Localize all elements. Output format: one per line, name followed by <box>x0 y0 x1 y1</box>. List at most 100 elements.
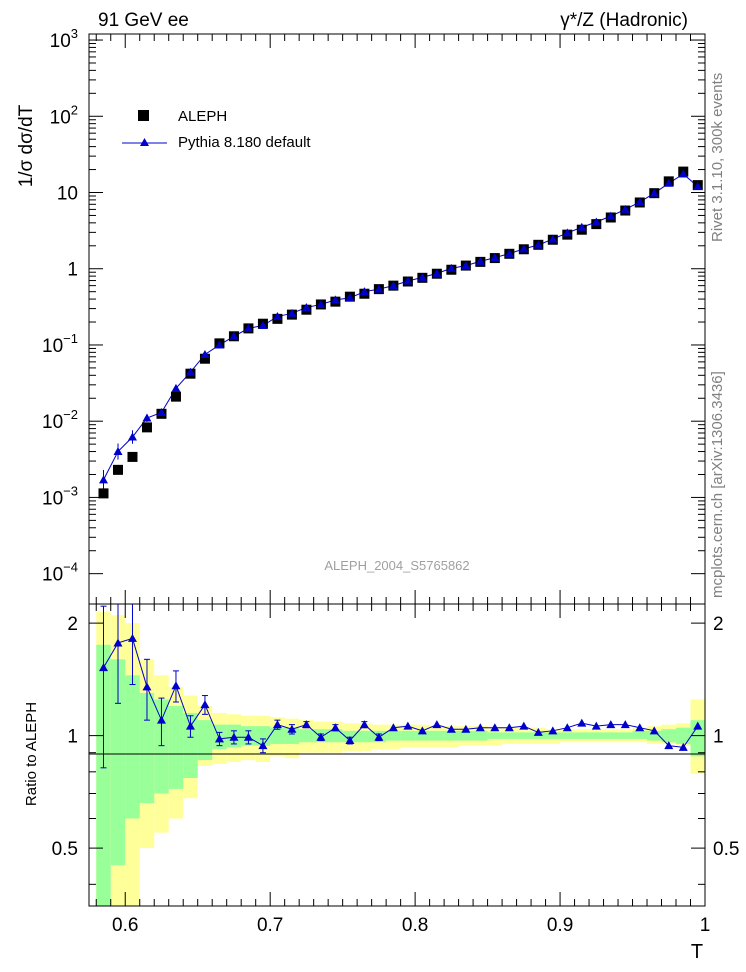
ratio-y-axis-label: Ratio to ALEPH <box>23 702 40 806</box>
ratio-frame <box>88 603 706 907</box>
legend-pythia-label: Pythia 8.180 default <box>178 134 311 151</box>
ratio-x-tick-label: 0.7 <box>257 915 283 936</box>
ratio-band-green <box>415 730 430 741</box>
main-y-tick-labels: 10−4 10−3 10−2 10−1 1 10 102 103 <box>42 26 78 586</box>
ratio-x-tick-label: 0.8 <box>402 915 428 936</box>
ratio-x-tick-label: 0.9 <box>547 915 573 936</box>
legend: ALEPH Pythia 8.180 default <box>122 108 311 151</box>
pythia-point <box>301 303 311 312</box>
ratio-point <box>200 700 210 709</box>
ratio-ticks <box>89 604 706 906</box>
ratio-point <box>127 633 137 642</box>
pythia-point <box>562 228 572 237</box>
ratio-point <box>403 721 413 730</box>
ratio-point <box>490 723 500 732</box>
aleph-point <box>112 464 123 475</box>
ratio-y-tick-label: 0.5 <box>52 839 78 860</box>
ratio-point <box>678 742 688 751</box>
pythia-point <box>635 197 645 206</box>
ratio-point <box>214 734 224 743</box>
ratio-point <box>591 721 601 730</box>
ratio-band-green <box>400 730 416 741</box>
pythia-point <box>258 321 268 330</box>
ratio-point <box>388 723 398 732</box>
ratio-band-green <box>473 730 488 741</box>
ratio-band-green <box>458 730 474 741</box>
ratio-point <box>98 663 108 672</box>
pythia-point <box>504 249 514 258</box>
analysis-watermark: ALEPH_2004_S5765862 <box>324 558 469 573</box>
pythia-point <box>359 287 369 296</box>
ratio-point <box>519 721 529 730</box>
main-y-tick-label: 10−4 <box>42 560 78 586</box>
pythia-point <box>113 447 123 456</box>
ratio-band-green <box>618 732 633 739</box>
ratio-point <box>664 741 674 750</box>
ratio-point <box>635 723 645 732</box>
ratio-band-green <box>647 730 662 741</box>
main-panel: 10−4 10−3 10−2 10−1 1 10 102 103 1/σ dσ/dT ALEP… <box>16 26 706 605</box>
ratio-band-green <box>125 675 140 819</box>
pythia-point <box>330 295 340 304</box>
main-y-tick-label: 10 <box>57 184 78 205</box>
pythia-point <box>475 256 485 265</box>
ratio-band-green <box>661 729 677 743</box>
ratio-band-green <box>574 732 590 739</box>
ratio-band-green <box>386 730 401 741</box>
ratio-curve <box>103 637 699 748</box>
pythia-point <box>185 367 195 376</box>
ratio-band-green <box>139 693 155 804</box>
pythia-point <box>156 408 166 417</box>
ratio-tick-labels: 0.5 0.5 1 1 2 2 0.6 0.7 0.8 0.9 1 <box>52 614 740 936</box>
ratio-band-green <box>502 732 517 739</box>
ratio-point <box>446 724 456 733</box>
pythia-point <box>417 272 427 281</box>
ratio-point <box>171 681 181 690</box>
ratio-point <box>229 732 239 741</box>
legend-aleph-marker <box>138 110 149 121</box>
pythia-point <box>591 217 601 226</box>
ratio-point <box>359 720 369 729</box>
main-y-tick-label: 10−2 <box>42 407 78 433</box>
ratio-point <box>243 732 253 741</box>
ratio-band-green <box>429 730 445 741</box>
ratio-y-tick-label-right: 2 <box>713 614 724 635</box>
ratio-band-green <box>197 720 213 761</box>
pythia-point <box>620 204 630 213</box>
ratio-point <box>258 741 268 750</box>
ratio-band-green <box>110 659 126 866</box>
ratio-point <box>185 721 195 730</box>
pythia-point <box>127 432 137 441</box>
main-ticks <box>89 34 706 604</box>
aleph-point <box>98 488 109 499</box>
ratio-point <box>156 715 166 724</box>
pythia-point <box>316 299 326 308</box>
ratio-band-green <box>545 732 561 739</box>
legend-pythia-marker <box>140 138 149 146</box>
pythia-point <box>229 331 239 340</box>
main-y-axis-label: 1/σ dσ/dT <box>16 104 37 187</box>
ratio-point <box>142 682 152 691</box>
ratio-band-green <box>589 732 604 739</box>
mcplots-label: mcplots.cern.ch [arXiv:1306.3436] <box>709 371 726 598</box>
pythia-point <box>171 383 181 392</box>
pythia-point <box>577 222 587 231</box>
ratio-point <box>374 732 384 741</box>
ratio-point <box>504 723 514 732</box>
ratio-band-green <box>168 706 184 789</box>
pythia-point <box>374 284 384 293</box>
pythia-point <box>388 281 398 290</box>
ratio-band-green <box>603 732 619 739</box>
ratio-band-green <box>516 732 532 739</box>
pythia-point <box>693 181 703 190</box>
main-marks <box>98 166 703 499</box>
aleph-point <box>170 391 181 402</box>
header-right: γ*/Z (Hadronic) <box>560 10 688 31</box>
pythia-point <box>490 253 500 262</box>
ratio-y-tick-label: 1 <box>67 727 78 748</box>
ratio-point <box>432 720 442 729</box>
pythia-point <box>678 169 688 178</box>
ratio-band-green <box>357 730 372 743</box>
ratio-point <box>316 732 326 741</box>
